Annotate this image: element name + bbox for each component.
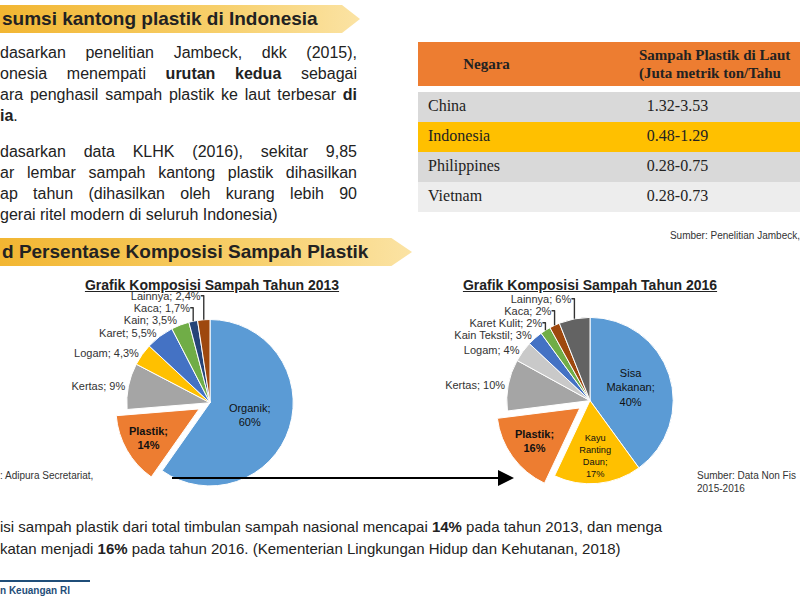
- svg-text:Logam; 4%: Logam; 4%: [464, 344, 520, 356]
- html-text:ia.: ia.: [0, 107, 18, 124]
- html-text:onesia menempati urutan kedua: onesia menempati urutan kedua sebagai: [0, 65, 357, 82]
- svg-text:Karet; 5,5%: Karet; 5,5%: [99, 327, 157, 339]
- html-text:0.28-0.73: 0.28-0.73: [646, 187, 709, 204]
- html-text:Sumber: Penelitian Jambeck,: Sumber: Penelitian Jambeck,: [669, 230, 800, 241]
- html-text:ara penghasil sampah plastik k: ara penghasil sampah plastik ke laut ter…: [0, 86, 357, 103]
- html-text:Indonesia: Indonesia: [428, 127, 491, 144]
- html-text:isi sampah plastik dari total: isi sampah plastik dari total timbulan s…: [0, 518, 663, 535]
- html-text:Negara: Negara: [463, 56, 510, 72]
- html-text:Vietnam: Vietnam: [428, 187, 483, 204]
- html-text:Sampah Plastik di Laut: Sampah Plastik di Laut: [639, 47, 791, 63]
- svg-text:Logam; 4,3%: Logam; 4,3%: [74, 347, 139, 359]
- html-text:0.48-1.29: 0.48-1.29: [646, 127, 709, 144]
- svg-text:KayuRantingDaun;17%: KayuRantingDaun;17%: [579, 433, 611, 479]
- html-text:Sumber: Data Non Fis: Sumber: Data Non Fis: [697, 470, 796, 481]
- svg-text:Kaca; 2%: Kaca; 2%: [504, 305, 551, 317]
- html-text:ap tahun (dihasilkan oleh kura: ap tahun (dihasilkan oleh kurang lebih 9…: [0, 185, 357, 202]
- svg-text:Plastik;14%: Plastik;14%: [129, 425, 168, 451]
- svg-text:Kertas; 10%: Kertas; 10%: [445, 379, 505, 391]
- html-text:ar lembar sampah kantong plast: ar lembar sampah kantong plastik dihasil…: [0, 164, 357, 181]
- svg-text:SisaMakanan;40%: SisaMakanan;40%: [606, 367, 654, 408]
- svg-text:Organik;60%: Organik;60%: [229, 402, 271, 428]
- svg-text:Kain Tekstil; 3%: Kain Tekstil; 3%: [454, 329, 532, 341]
- svg-text:Kaca; 1,7%: Kaca; 1,7%: [134, 302, 190, 314]
- svg-text:Kain; 3,5%: Kain; 3,5%: [124, 314, 177, 326]
- html-text:China: China: [428, 97, 467, 114]
- svg-text:Plastik;16%: Plastik;16%: [515, 428, 554, 454]
- html-text:n Keuangan RI: n Keuangan RI: [0, 585, 70, 596]
- svg-text:Lainnya; 6%: Lainnya; 6%: [511, 293, 572, 305]
- html-text:katan menjadi 16% pada tahun 2: katan menjadi 16% pada tahun 2016. (Keme…: [0, 540, 621, 557]
- html-text:d Persentase Komposisi Sampah: d Persentase Komposisi Sampah Plastik: [2, 241, 369, 262]
- html-text:: Adipura Secretariat,: : Adipura Secretariat,: [0, 470, 94, 481]
- html-text:sumsi kantong plastik di Indon: sumsi kantong plastik di Indonesia: [2, 8, 318, 29]
- html-text:dasarkan data KLHK (2016), sek: dasarkan data KLHK (2016), sekitar 9,85: [0, 143, 357, 160]
- html-text:Grafik Komposisi Sampah Tahun: Grafik Komposisi Sampah Tahun 2016: [462, 277, 718, 293]
- svg-text:Karet Kulit; 2%: Karet Kulit; 2%: [469, 317, 542, 329]
- html-text:2015-2016: 2015-2016: [697, 483, 745, 494]
- svg-text:Lainnya; 2,4%: Lainnya; 2,4%: [131, 292, 201, 302]
- html-text:(Juta metrik ton/Tahu: (Juta metrik ton/Tahu: [639, 65, 781, 81]
- html-text:0.28-0.75: 0.28-0.75: [646, 157, 709, 174]
- html-text:Grafik Komposisi Sampah Tahun: Grafik Komposisi Sampah Tahun 2013: [84, 277, 340, 293]
- html-text:gerai ritel modern di seluruh: gerai ritel modern di seluruh Indonesia): [0, 206, 278, 223]
- html-text:1.32-3.53: 1.32-3.53: [646, 97, 709, 114]
- svg-text:Kertas; 9%: Kertas; 9%: [71, 380, 125, 392]
- html-text:Philippines: Philippines: [428, 157, 500, 174]
- html-text:dasarkan penelitian Jambeck, d: dasarkan penelitian Jambeck, dkk (2015),: [0, 44, 357, 61]
